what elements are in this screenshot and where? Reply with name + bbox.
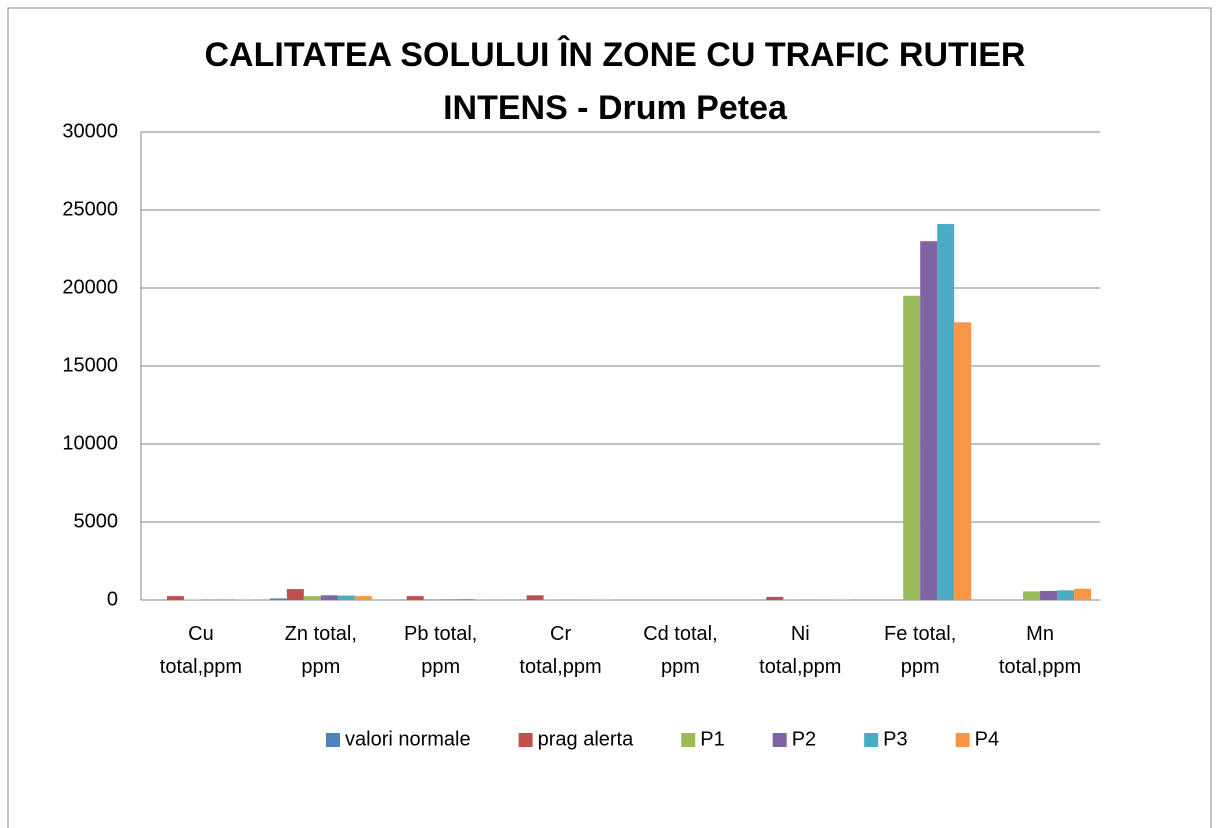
- legend-swatch: [518, 733, 533, 747]
- legend-swatch: [681, 733, 696, 747]
- y-tick-label: 25000: [62, 198, 118, 220]
- chart-frame: [7, 7, 1212, 828]
- bar: [269, 598, 287, 600]
- bar: [217, 599, 235, 600]
- bar: [406, 596, 424, 600]
- bar: [920, 241, 938, 600]
- legend-swatch: [864, 733, 879, 747]
- legend-swatch: [772, 733, 787, 747]
- x-tick-label: Cr total,ppm: [519, 623, 601, 678]
- bar: [474, 599, 492, 600]
- bar: [1023, 591, 1041, 600]
- chart-title: CALITATEA SOLULUI ÎN ZONE CU TRAFIC RUTI…: [205, 36, 1026, 127]
- bar: [303, 596, 321, 600]
- y-tick-label: 20000: [62, 276, 118, 298]
- x-tick-label: Zn total, ppm: [285, 623, 357, 678]
- x-tick-label: Ni total,ppm: [759, 623, 841, 678]
- legend-label: P1: [700, 728, 724, 750]
- legend-label: prag alerta: [538, 728, 634, 750]
- bar: [423, 599, 441, 600]
- legend-swatch: [955, 733, 970, 747]
- bar: [337, 595, 355, 600]
- legend-label: valori normale: [345, 728, 471, 750]
- y-tick-label: 15000: [62, 354, 118, 376]
- bar: [937, 224, 955, 601]
- y-tick-label: 10000: [62, 432, 118, 454]
- bar: [903, 295, 921, 600]
- legend-label: P4: [975, 728, 999, 750]
- bar: [1074, 588, 1092, 600]
- bar: [457, 599, 475, 600]
- bar: [1040, 590, 1058, 600]
- legend-label: P3: [883, 728, 907, 750]
- y-tick-label: 30000: [62, 120, 118, 142]
- y-tick-label: 5000: [74, 510, 119, 532]
- bar: [286, 589, 304, 600]
- x-tick-label: Pb total, ppm: [404, 623, 477, 678]
- x-tick-label: Cu total,ppm: [160, 623, 242, 678]
- x-tick-label: Fe total, ppm: [884, 623, 956, 678]
- bar: [1057, 590, 1075, 600]
- bar: [440, 599, 458, 600]
- bar: [320, 595, 338, 600]
- y-tick-label: 0: [107, 588, 118, 610]
- bar: [166, 596, 184, 600]
- legend-swatch: [326, 733, 340, 747]
- bar: [954, 322, 972, 600]
- bar: [766, 596, 784, 600]
- x-tick-label: Mn total,ppm: [999, 623, 1081, 678]
- bar: [526, 595, 544, 600]
- bar: [354, 596, 372, 600]
- legend-label: P2: [792, 728, 816, 750]
- x-tick-label: Cd total, ppm: [643, 623, 717, 678]
